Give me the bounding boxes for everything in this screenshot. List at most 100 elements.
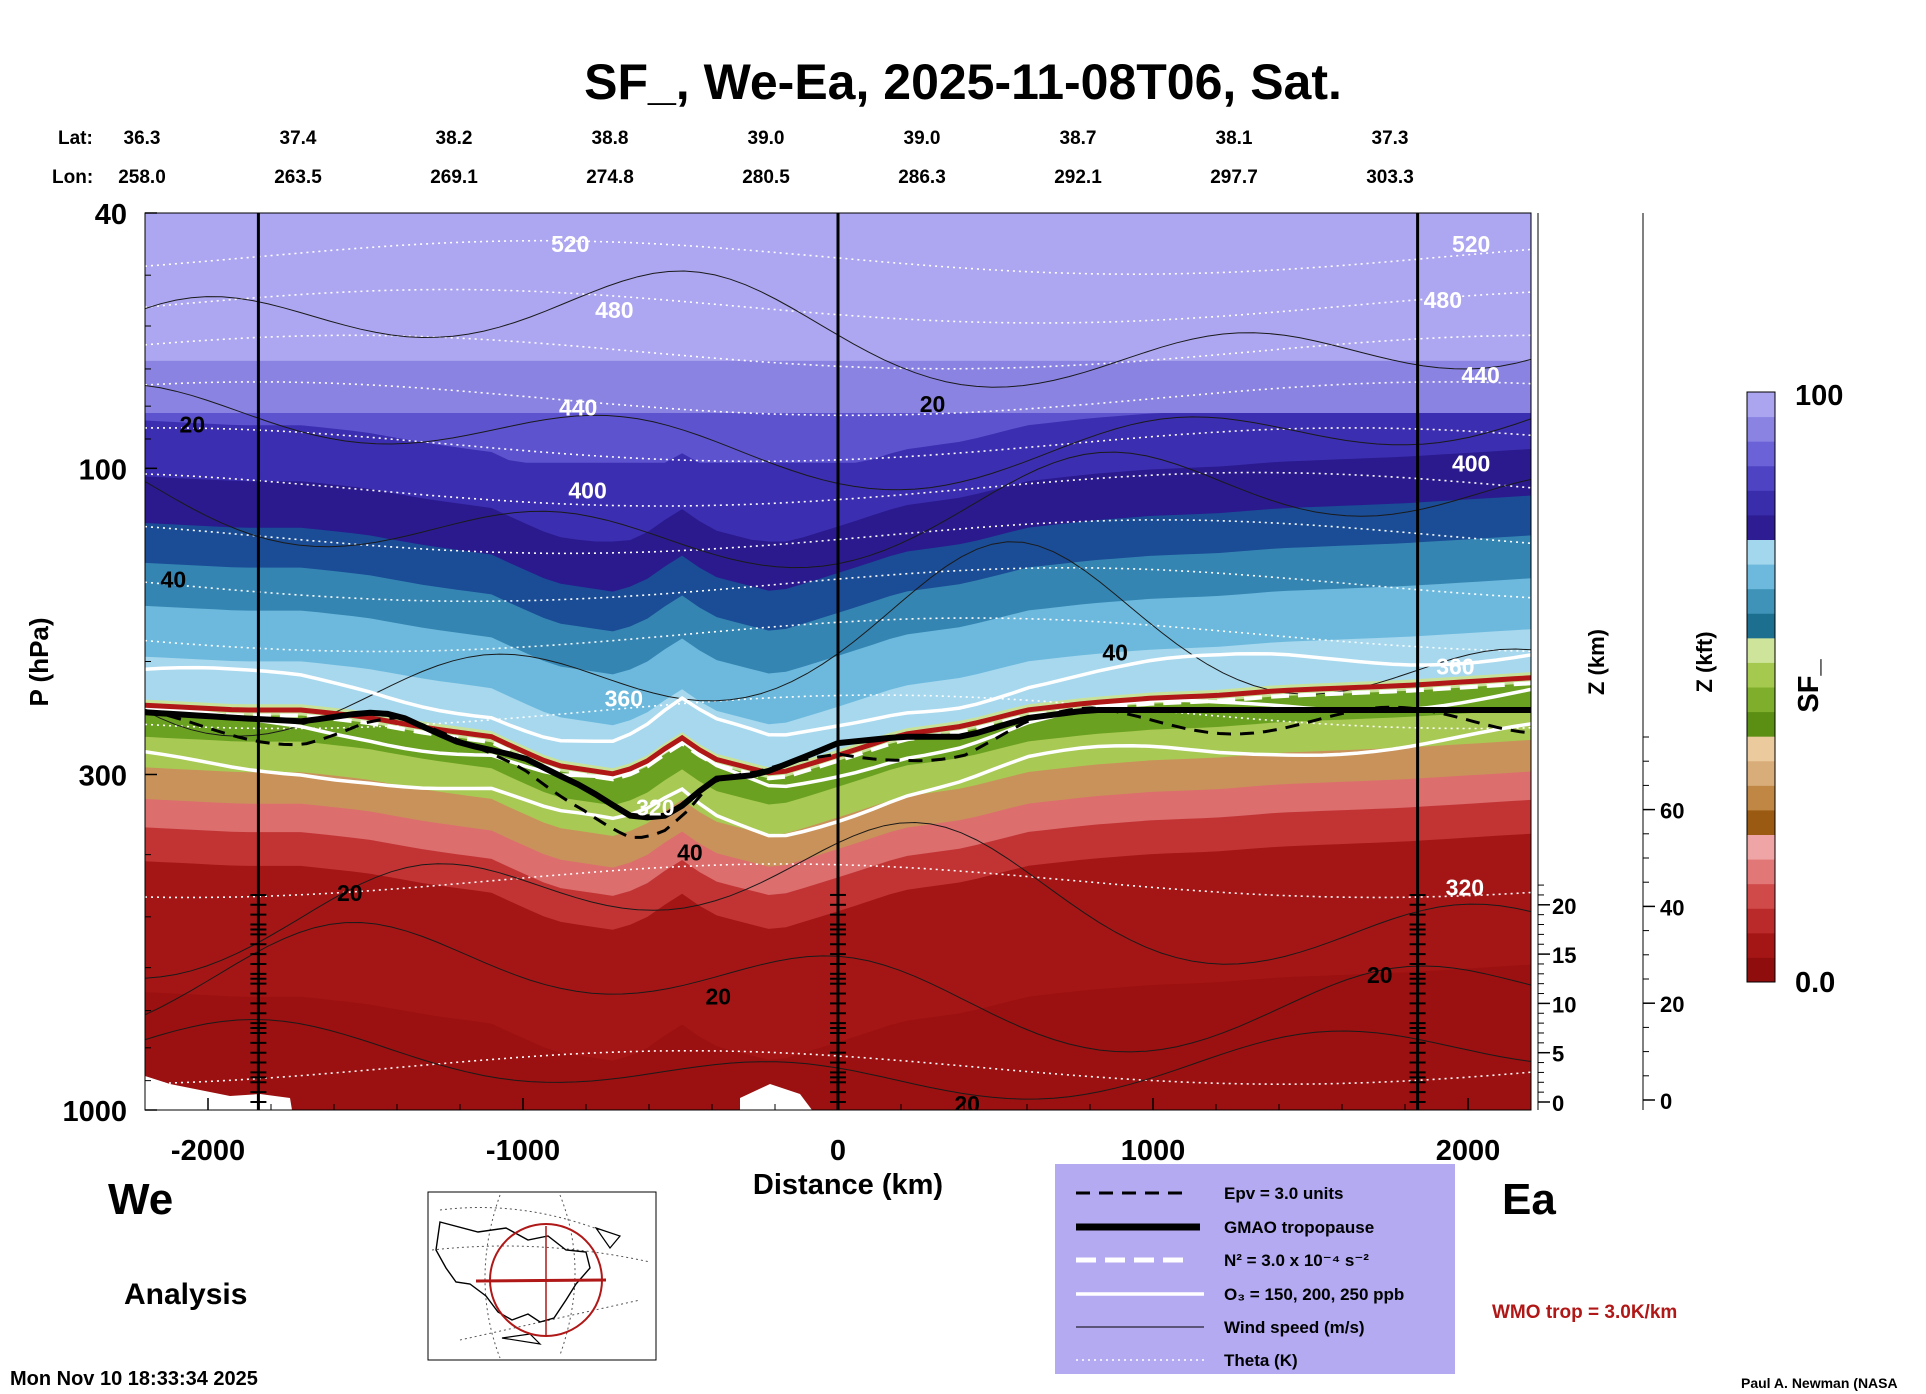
theta-label: 400 [568, 477, 606, 503]
wind-label: 20 [1367, 962, 1393, 988]
zkm-tick-label: 10 [1552, 992, 1576, 1017]
legend-ozone: O₃ = 150, 200, 250 ppb [1224, 1285, 1404, 1304]
lat-value: 38.1 [1216, 128, 1253, 149]
legend-wind: Wind speed (m/s) [1224, 1318, 1365, 1337]
colorbar-segment [1747, 883, 1775, 909]
y-axis-zkft: 0 20 40 60 [1642, 213, 1684, 1114]
chart-title: SF_, We-Ea, 2025-11-08T06, Sat. [584, 54, 1342, 110]
wind-label: 20 [179, 411, 205, 437]
zkft-axis-label: Z (kft) [1692, 631, 1717, 692]
colorbar-segment [1747, 908, 1775, 934]
x-axis: -2000 -1000 0 1000 2000 [171, 1098, 1500, 1167]
wind-label: 20 [920, 391, 946, 417]
x-tick-label: 1000 [1121, 1135, 1186, 1167]
credit: Paul A. Newman (NASA [1741, 1375, 1898, 1391]
colorbar-segment [1747, 490, 1775, 516]
theta-label: 320 [1446, 874, 1484, 900]
lon-value: 258.0 [118, 167, 166, 188]
legend-theta: Theta (K) [1224, 1351, 1298, 1370]
zkft-tick-label: 0 [1660, 1089, 1672, 1114]
legend: Epv = 3.0 units GMAO tropopause N² = 3.0… [1076, 1184, 1404, 1370]
inset-map [427, 1191, 657, 1361]
colorbar-segment [1747, 687, 1775, 713]
zkm-tick-label: 20 [1552, 894, 1576, 919]
lat-value: 38.7 [1060, 128, 1097, 149]
wmo-trop-label: WMO trop = 3.0K/km [1492, 1302, 1677, 1323]
legend-n2: N² = 3.0 x 10⁻⁴ s⁻² [1224, 1251, 1369, 1270]
inset-map-islands [501, 1226, 622, 1345]
legend-box [1055, 1164, 1455, 1374]
colorbar-segment [1747, 760, 1775, 786]
colorbar-segment [1747, 785, 1775, 811]
theta-label: 520 [551, 231, 589, 257]
colorbar-segment [1747, 514, 1775, 540]
theta-label: 480 [595, 297, 633, 323]
zkft-tick-label: 60 [1660, 799, 1684, 824]
colorbar-segment [1747, 662, 1775, 688]
inset-map-coastline [435, 1221, 591, 1323]
analysis-label: Analysis [124, 1278, 247, 1311]
east-label: Ea [1502, 1175, 1556, 1224]
lon-value: 274.8 [586, 167, 634, 188]
lat-value: 36.3 [124, 128, 161, 149]
colorbar-segment [1747, 613, 1775, 639]
lat-value: 37.4 [280, 128, 317, 149]
colorbar-segment [1747, 957, 1775, 983]
lat-value: 39.0 [748, 128, 785, 149]
lat-value: 38.2 [436, 128, 473, 149]
lon-value: 263.5 [274, 167, 322, 188]
lat-label: Lat: [58, 128, 93, 149]
colorbar-segment [1747, 637, 1775, 663]
zkm-tick-label: 0 [1552, 1091, 1564, 1116]
colorbar-segment [1747, 539, 1775, 565]
colorbar-segment [1747, 416, 1775, 442]
theta-label: 440 [1461, 362, 1499, 388]
colorbar-segment [1747, 932, 1775, 958]
lon-value: 269.1 [430, 167, 478, 188]
y-axis-zkm: 0 5 10 15 20 [1537, 213, 1576, 1116]
timestamp: Mon Nov 10 18:33:34 2025 [10, 1368, 258, 1390]
zkft-tick-label: 40 [1660, 895, 1684, 920]
lat-lon-header: 36.3 37.4 38.2 38.8 39.0 39.0 38.7 38.1 37.3 258.… [118, 128, 1414, 188]
terrain-gap [740, 1084, 812, 1110]
theta-label: 360 [605, 686, 643, 712]
plot-area: 520 480 440 400 360 520 480 440 400 360 320 320 20 40… [145, 213, 1531, 1110]
colorbar [1747, 392, 1775, 983]
x-tick-label: -1000 [486, 1135, 560, 1167]
legend-epv: Epv = 3.0 units [1224, 1184, 1344, 1203]
colorbar-segment [1747, 441, 1775, 467]
n2-line [145, 681, 1531, 782]
colorbar-segment [1747, 465, 1775, 491]
colorbar-segment [1747, 834, 1775, 860]
wind-label: 20 [337, 880, 363, 906]
theta-label: 520 [1452, 231, 1490, 257]
inset-map-section-line [475, 1278, 607, 1283]
lon-value: 292.1 [1054, 167, 1102, 188]
y-tick-label: 100 [79, 454, 127, 486]
inset-map-grid [431, 1194, 651, 1359]
zkft-tick-label: 20 [1660, 992, 1684, 1017]
lon-value: 297.7 [1210, 167, 1258, 188]
wind-label: 40 [161, 566, 187, 592]
colorbar-segment [1747, 711, 1775, 737]
epv-line [145, 705, 1531, 839]
colorbar-max-label: 100 [1795, 380, 1843, 412]
wind-label: 20 [706, 983, 732, 1009]
west-label: We [108, 1175, 173, 1224]
zkm-tick-label: 5 [1552, 1042, 1564, 1067]
lon-value: 286.3 [898, 167, 946, 188]
x-tick-label: -2000 [171, 1135, 245, 1167]
y-tick-label: 1000 [62, 1096, 127, 1128]
lat-value: 38.8 [592, 128, 629, 149]
x-axis-label: Distance (km) [753, 1169, 943, 1201]
colorbar-segment [1747, 736, 1775, 762]
colorbar-segment [1747, 588, 1775, 614]
theta-label: 320 [636, 794, 674, 820]
contour-labels: 520 480 440 400 360 520 480 440 400 360 320 320 20 40… [161, 231, 1500, 1110]
theta-label: 440 [559, 395, 597, 421]
theta-label: 400 [1452, 451, 1490, 477]
lon-value: 280.5 [742, 167, 790, 188]
y-tick-label: 40 [95, 199, 127, 231]
lon-value: 303.3 [1366, 167, 1414, 188]
